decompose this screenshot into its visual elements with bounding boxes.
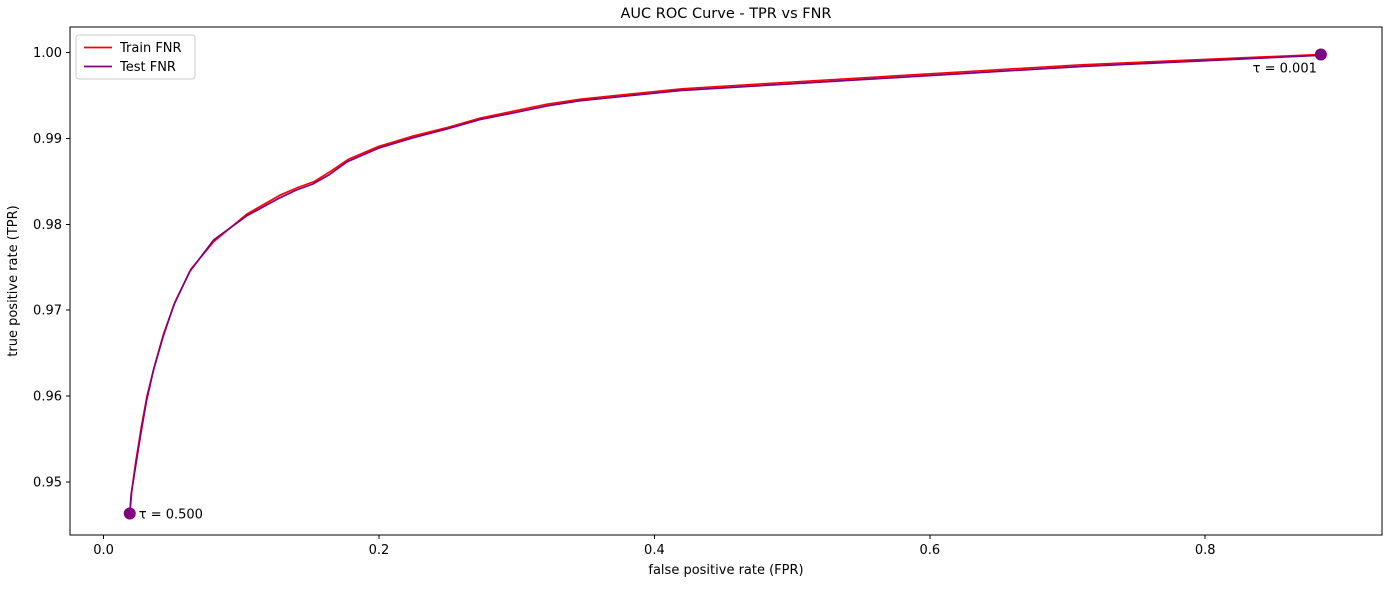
y-tick-label: 0.98	[33, 218, 62, 233]
y-tick-label: 1.00	[33, 46, 62, 61]
y-tick-label: 0.96	[33, 389, 62, 404]
x-tick-label: 0.6	[919, 543, 940, 558]
threshold-marker	[123, 507, 136, 520]
x-tick-label: 0.2	[369, 543, 390, 558]
legend-box	[75, 34, 196, 80]
legend-label-test: Test FNR	[119, 60, 176, 75]
threshold-annotation: τ = 0.001	[1253, 61, 1317, 76]
series-line-train-fnr	[128, 53, 1322, 515]
x-axis-label: false positive rate (FPR)	[648, 563, 803, 578]
x-tick-label: 0.4	[644, 543, 665, 558]
series-line-test-fnr	[128, 54, 1322, 515]
x-tick-label: 0.8	[1195, 543, 1216, 558]
y-tick-label: 0.97	[33, 304, 62, 319]
plot-area	[69, 26, 1383, 536]
threshold-marker	[1314, 48, 1327, 61]
series-lines	[128, 53, 1322, 515]
y-axis-label: true positive rate (TPR)	[6, 205, 21, 356]
y-tick-label: 0.95	[33, 475, 62, 490]
legend-label-train: Train FNR	[119, 41, 182, 56]
x-axis-ticks: 0.0 0.2 0.4 0.6 0.8	[93, 535, 1216, 558]
x-tick-label: 0.0	[93, 543, 114, 558]
y-tick-label: 0.99	[33, 132, 62, 147]
annotations: τ = 0.500 τ = 0.001	[123, 48, 1327, 523]
y-axis-ticks: 0.95 0.96 0.97 0.98 0.99 1.00	[33, 46, 70, 490]
chart-title: AUC ROC Curve - TPR vs FNR	[620, 6, 831, 22]
legend: Train FNR Test FNR	[75, 34, 196, 80]
threshold-annotation: τ = 0.500	[139, 508, 203, 523]
